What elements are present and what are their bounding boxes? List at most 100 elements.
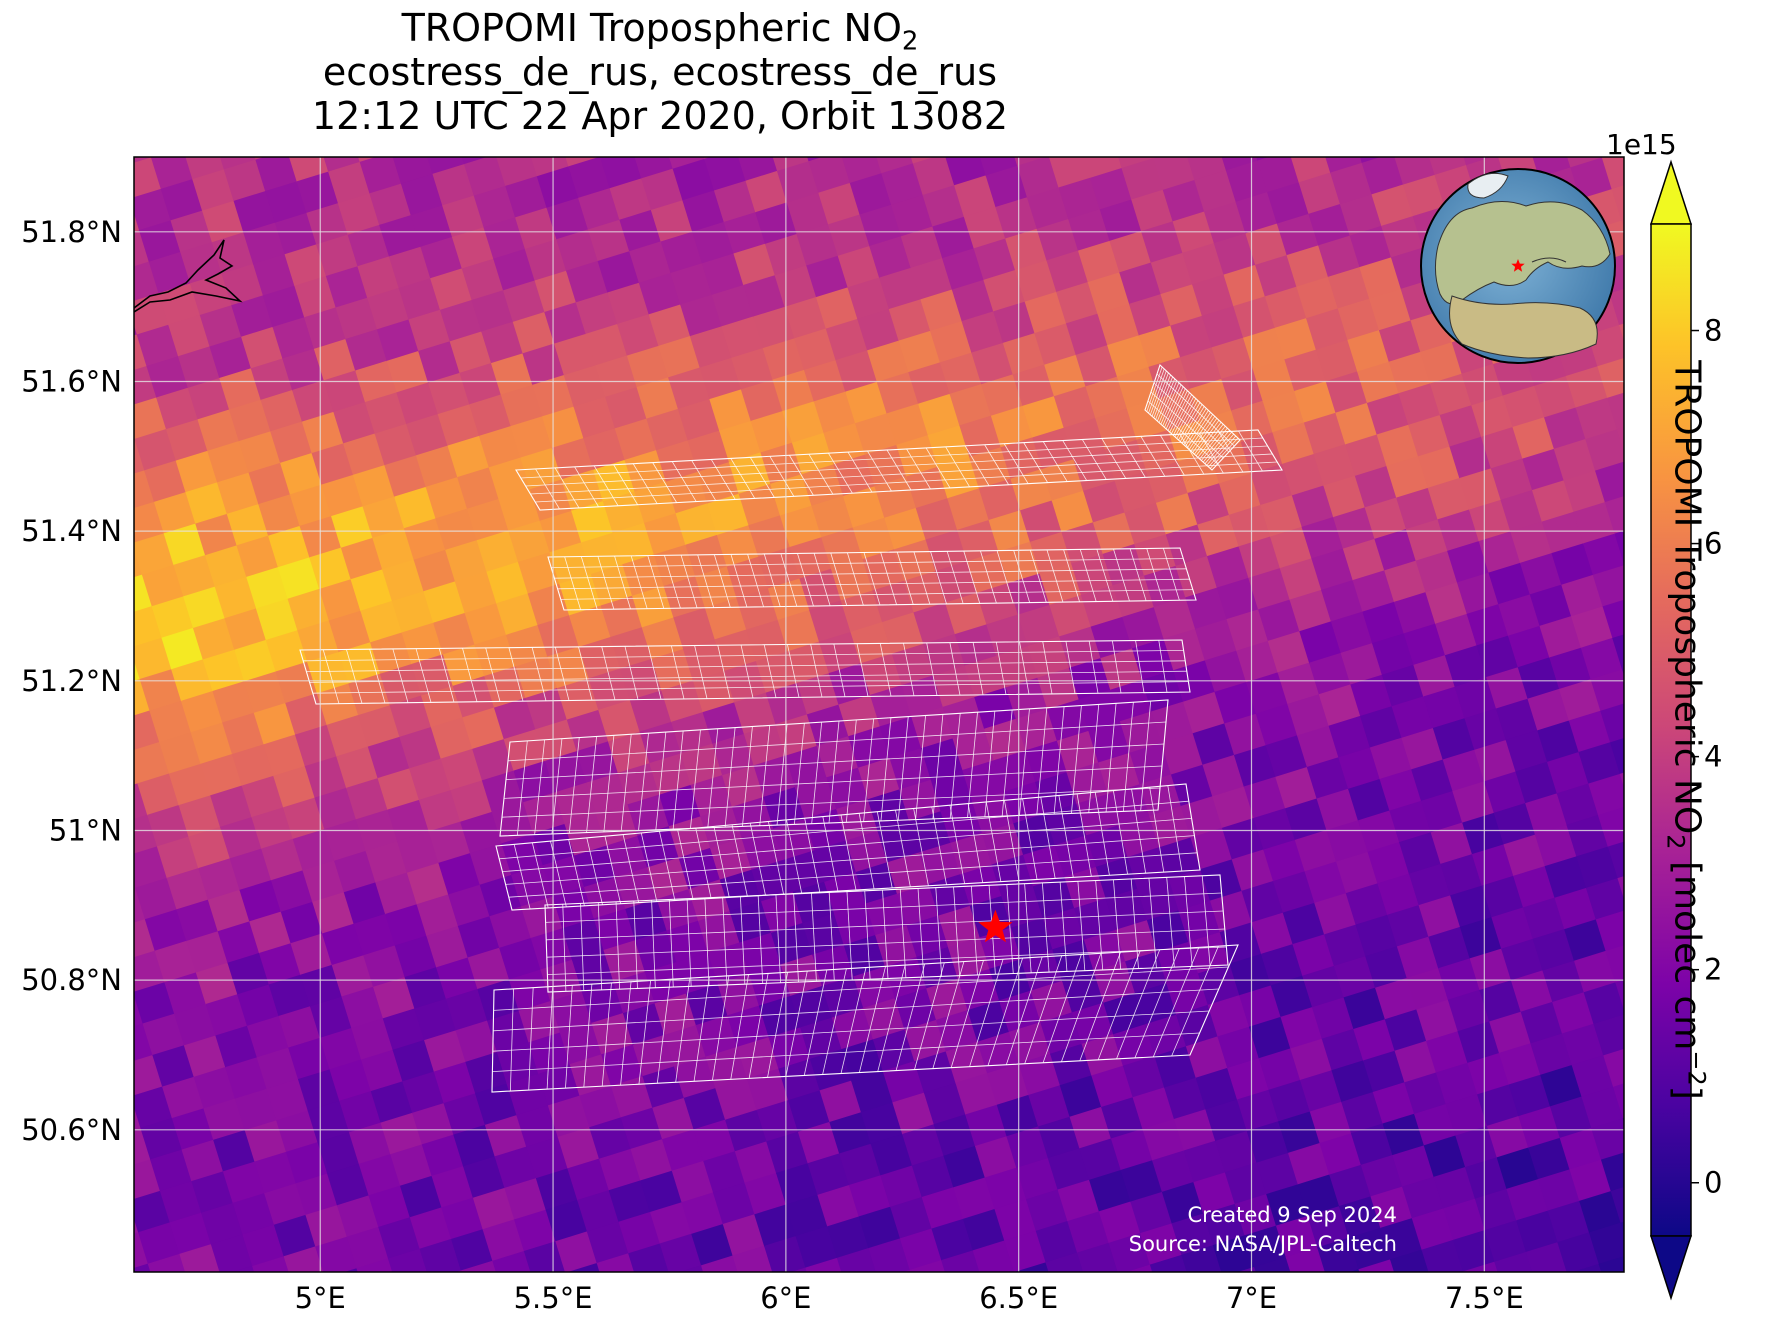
no2-pixel <box>500 384 544 428</box>
no2-pixel <box>699 357 743 401</box>
no2-pixel <box>973 238 1017 281</box>
footprint-gridline <box>508 647 524 702</box>
no2-pixel <box>1371 184 1414 227</box>
no2-pixel <box>785 1194 829 1237</box>
no2-pixel <box>187 377 231 421</box>
no2-pixel <box>478 425 522 469</box>
footprint-gridline <box>614 555 631 610</box>
no2-pixel <box>134 406 136 450</box>
no2-pixel <box>134 470 156 513</box>
no2-pixel <box>89 616 132 659</box>
footprint-gridline <box>1202 429 1230 463</box>
no2-pixel <box>144 909 188 952</box>
no2-pixel <box>436 957 479 1000</box>
no2-pixel <box>545 1199 589 1243</box>
footprint-gridline <box>545 892 1222 923</box>
no2-pixel <box>1573 950 1617 994</box>
no2-pixel <box>243 671 287 714</box>
no2-pixel <box>1016 1157 1059 1201</box>
no2-pixel <box>325 265 369 309</box>
no2-pixel <box>353 913 397 957</box>
no2-pixel <box>445 539 488 583</box>
map-frame <box>133 156 1625 1273</box>
footprint-gridline <box>786 819 803 894</box>
no2-pixel <box>797 1121 841 1165</box>
no2-pixel <box>1224 713 1267 756</box>
no2-pixel <box>1603 1045 1624 1088</box>
no2-pixel <box>1107 335 1150 378</box>
footprint-gridline <box>1201 427 1228 461</box>
colorbar-tick-label: 8 <box>1704 314 1722 348</box>
no2-pixel <box>464 602 508 646</box>
no2-pixel <box>1369 288 1412 332</box>
no2-pixel <box>1146 461 1189 504</box>
no2-pixel <box>251 807 294 850</box>
no2-pixel <box>442 644 486 687</box>
colorbar-label-prefix: TROPOMI Tropospheric NO <box>1666 360 1708 835</box>
no2-pixel <box>758 546 801 590</box>
no2-pixel <box>902 1123 945 1167</box>
footprint-gridline <box>1040 796 1056 879</box>
no2-pixel <box>1056 281 1099 325</box>
no2-pixel <box>875 925 918 968</box>
no2-pixel <box>152 1044 195 1088</box>
no2-pixel <box>1519 552 1563 596</box>
no2-pixel <box>886 403 930 446</box>
no2-pixel <box>768 1027 812 1070</box>
no2-pixel <box>1244 1225 1287 1268</box>
no2-pixel <box>731 347 774 391</box>
no2-pixel <box>605 835 649 879</box>
footprint-gridline <box>925 447 951 489</box>
no2-pixel <box>241 326 284 370</box>
no2-pixel <box>1152 1150 1195 1193</box>
no2-pixel <box>694 157 737 160</box>
no2-pixel <box>733 243 776 286</box>
no2-pixel <box>1443 1198 1486 1241</box>
no2-pixel <box>1255 254 1298 298</box>
no2-pixel <box>1243 776 1287 819</box>
no2-pixel <box>1328 715 1372 759</box>
no2-pixel <box>806 704 850 747</box>
no2-pixel <box>622 105 665 148</box>
no2-pixel <box>424 1030 467 1073</box>
no2-pixel <box>1053 386 1097 429</box>
footprint-gridline <box>1185 410 1209 447</box>
no2-pixel <box>505 624 549 668</box>
no2-pixel <box>1604 492 1624 535</box>
no2-pixel <box>290 933 333 976</box>
no2-pixel <box>150 157 194 190</box>
footprint-gridline <box>949 642 961 696</box>
footprint-gridline <box>769 456 795 497</box>
no2-pixel <box>1380 1217 1423 1261</box>
no2-pixel <box>413 549 457 593</box>
no2-pixel <box>350 569 394 612</box>
no2-pixel <box>505 175 548 219</box>
footprint-gridline <box>1194 420 1220 455</box>
no2-pixel <box>1111 157 1155 169</box>
footprint-gridline <box>1122 702 1134 812</box>
no2-pixel <box>1054 834 1098 878</box>
no2-pixel <box>864 444 908 488</box>
no2-pixel <box>1155 492 1199 536</box>
no2-pixel <box>282 348 325 391</box>
no2-pixel <box>368 1185 411 1228</box>
y-tick-label: 51.6°N <box>21 364 122 398</box>
no2-pixel <box>192 617 236 661</box>
no2-pixel <box>1393 157 1436 186</box>
footprint-gridline <box>1003 443 1029 484</box>
no2-pixel <box>726 108 769 151</box>
no2-pixel <box>238 431 282 474</box>
no2-pixel <box>1565 365 1609 409</box>
no2-pixel <box>1358 1259 1401 1272</box>
no2-pixel <box>1221 817 1265 861</box>
footprint-gridline <box>749 823 766 896</box>
no2-pixel <box>1583 533 1624 576</box>
no2-pixel <box>375 872 418 915</box>
no2-pixel <box>1369 737 1413 780</box>
no2-pixel <box>71 448 114 491</box>
no2-pixel <box>1014 260 1058 303</box>
y-tick-label: 51.2°N <box>21 664 122 698</box>
footprint-gridline <box>1179 434 1205 475</box>
no2-pixel <box>1278 1111 1321 1154</box>
footprint-gridline <box>1195 421 1222 457</box>
